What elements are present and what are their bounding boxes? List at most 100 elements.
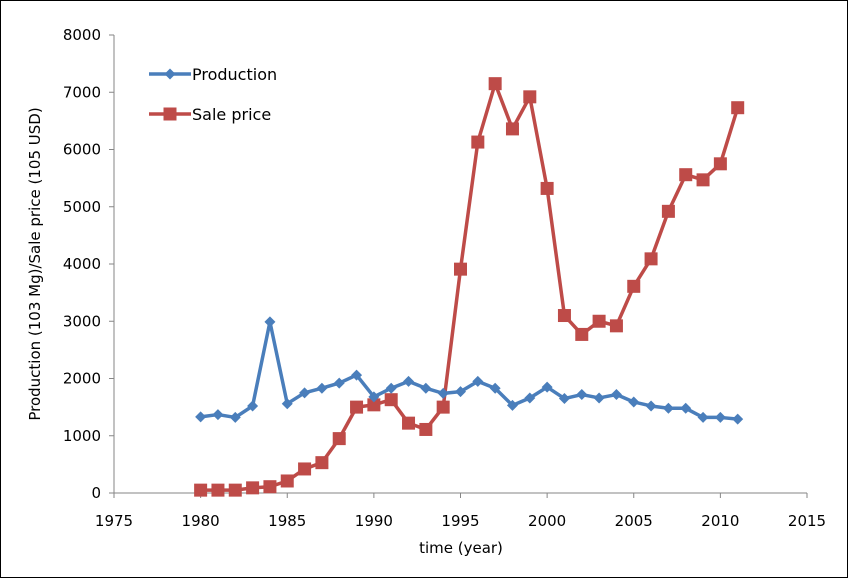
x-tick-label: 1980 — [182, 512, 220, 530]
sale-price-point — [280, 474, 294, 488]
sale-price-point — [557, 309, 571, 323]
production-point — [229, 411, 241, 423]
y-axis-title: Production (103 Mg)/Sale price (105 USD) — [26, 107, 44, 420]
sale-price-point — [228, 483, 242, 497]
sale-price-point — [263, 480, 277, 494]
sale-price-point — [332, 432, 346, 446]
production-point — [506, 399, 518, 411]
production-line — [200, 320, 738, 421]
y-tick-label: 6000 — [63, 141, 101, 159]
production-point — [247, 400, 259, 412]
series-production — [195, 316, 744, 425]
production-point — [576, 389, 588, 401]
production-point — [281, 398, 293, 410]
sale-price-point — [246, 481, 260, 495]
sale-price-point — [644, 252, 658, 266]
production-point — [437, 387, 449, 399]
y-tick-label: 7000 — [63, 83, 101, 101]
production-point — [541, 381, 553, 393]
production-point — [697, 411, 709, 423]
x-axis-title: time (year) — [419, 539, 503, 557]
x-tick-label: 2015 — [788, 512, 826, 530]
production-point — [558, 393, 570, 405]
y-tick-label: 3000 — [63, 312, 101, 330]
sale-price-point — [540, 181, 554, 195]
y-tick-label: 0 — [91, 484, 101, 502]
legend-item-sale-price: Sale price — [149, 105, 271, 124]
sale-price-point — [731, 101, 745, 115]
sale-price-point — [436, 400, 450, 414]
x-tick-label: 2005 — [615, 512, 653, 530]
sale-price-point — [419, 422, 433, 436]
sale-price-point — [488, 77, 502, 91]
production-point — [212, 409, 224, 421]
x-tick-label: 1985 — [268, 512, 306, 530]
x-tick-label: 1995 — [441, 512, 479, 530]
sale-price-point — [575, 327, 589, 341]
series-sale-price — [194, 77, 745, 497]
x-tick-label: 1975 — [95, 512, 133, 530]
sale-price-point — [609, 319, 623, 333]
sale-price-point — [713, 157, 727, 171]
y-axis-ticks: 0 1000 2000 3000 4000 5000 6000 7000 8000 — [63, 26, 114, 502]
sale-price-point — [194, 483, 208, 497]
production-point — [714, 411, 726, 423]
sale-price-point — [298, 462, 312, 476]
production-point — [351, 369, 363, 381]
production-point — [195, 411, 207, 423]
y-tick-label: 1000 — [63, 427, 101, 445]
sale-price-point — [315, 456, 329, 470]
production-point — [489, 382, 501, 394]
production-point — [264, 316, 276, 328]
production-point — [403, 375, 415, 387]
sale-price-point — [211, 483, 225, 497]
sale-price-point — [627, 279, 641, 293]
production-point — [472, 375, 484, 387]
production-point — [420, 382, 432, 394]
x-tick-label: 1990 — [355, 512, 393, 530]
legend-label: Sale price — [192, 105, 271, 124]
sale-price-point — [592, 314, 606, 328]
production-point — [732, 413, 744, 425]
y-tick-label: 4000 — [63, 255, 101, 273]
production-point — [385, 382, 397, 394]
sale-price-point — [402, 416, 416, 430]
sale-price-point — [505, 122, 519, 136]
sale-price-point — [523, 90, 537, 104]
y-tick-label: 5000 — [63, 198, 101, 216]
sale-price-point — [471, 135, 485, 149]
legend-item-production: Production — [149, 65, 277, 84]
production-point — [299, 387, 311, 399]
production-point — [524, 392, 536, 404]
legend-swatch-marker — [163, 107, 177, 121]
production-point — [333, 377, 345, 389]
production-point — [368, 391, 380, 403]
production-point — [316, 382, 328, 394]
sale-price-point — [350, 400, 364, 414]
x-axis-ticks: 1975 1980 1985 1990 1995 2000 2005 2010 2015 — [95, 493, 826, 530]
sale-price-point — [679, 168, 693, 182]
production-point — [645, 400, 657, 412]
production-point — [593, 392, 605, 404]
sale-price-line — [200, 81, 740, 492]
sale-price-point — [384, 393, 398, 407]
legend-swatch-marker — [164, 68, 176, 80]
sale-price-point — [696, 173, 710, 187]
x-tick-label: 2010 — [701, 512, 739, 530]
sale-price-point — [661, 204, 675, 218]
production-point — [610, 389, 622, 401]
production-point — [455, 386, 466, 398]
series-layer — [194, 77, 745, 497]
sale-price-point — [367, 398, 381, 412]
production-point — [680, 402, 692, 414]
sale-price-point — [454, 262, 467, 276]
y-tick-label: 2000 — [63, 370, 101, 388]
production-point — [628, 396, 640, 408]
y-tick-label: 8000 — [63, 26, 101, 44]
legend-label: Production — [192, 65, 277, 84]
legend: Production Sale price — [149, 65, 277, 124]
x-tick-label: 2000 — [528, 512, 566, 530]
production-point — [662, 402, 674, 414]
